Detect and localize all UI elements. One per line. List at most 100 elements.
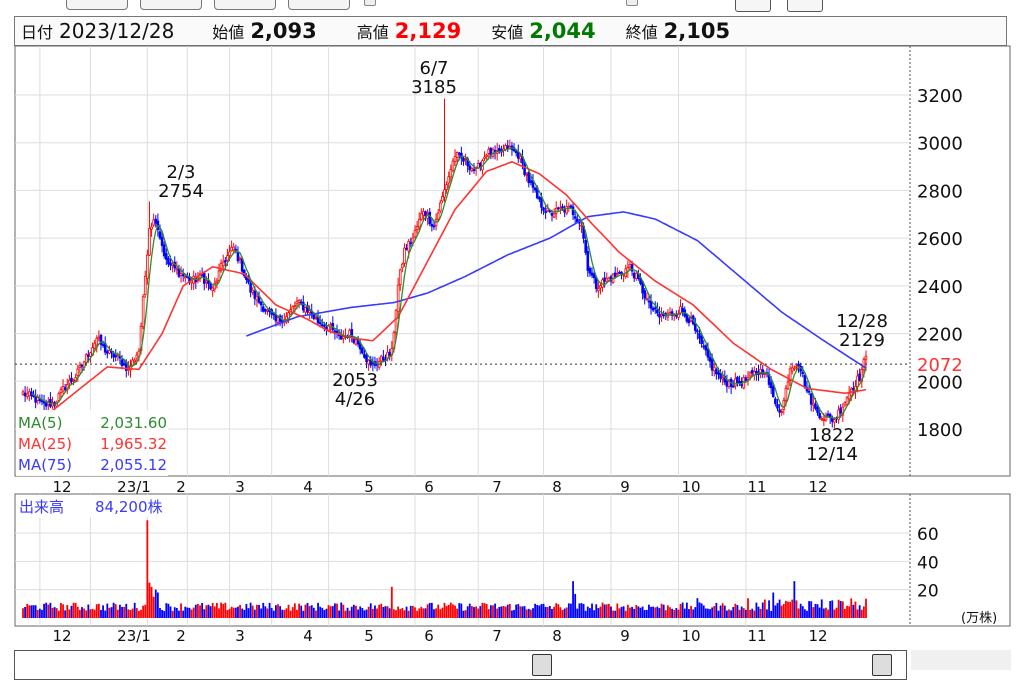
candle-body [748, 372, 752, 377]
volume-bar [806, 610, 808, 618]
candle-body [420, 213, 423, 220]
volume-bar [679, 604, 682, 618]
volume-bar [119, 604, 121, 618]
volume-bar [293, 603, 296, 618]
candle-body [251, 289, 255, 293]
volume-bar [66, 604, 69, 618]
candle-body [565, 206, 569, 214]
candle-body [721, 377, 724, 380]
volume-bar [757, 606, 760, 618]
volume-bar [601, 602, 604, 618]
volume-bar [704, 608, 707, 618]
low-label: 安値 [491, 23, 524, 42]
candle-body [441, 196, 444, 202]
candle-body [438, 202, 442, 212]
range-end-handle[interactable] [872, 654, 892, 676]
candle-body [816, 406, 819, 413]
volume-bar [302, 610, 305, 618]
x-tick-label: 3 [235, 478, 245, 496]
candle-body [533, 187, 537, 191]
volume-bar [738, 609, 741, 618]
period-tab-4[interactable] [288, 0, 350, 10]
volume-bar [782, 604, 785, 618]
zoom-in-button[interactable] [735, 0, 771, 12]
volume-bar [277, 604, 279, 618]
candle-body [93, 342, 96, 349]
volume-bar [165, 603, 168, 618]
volume-bar [803, 609, 806, 618]
volume-bar [778, 599, 781, 618]
period-tab-3[interactable] [214, 0, 276, 10]
volume-bar [747, 598, 749, 618]
zoom-out-button[interactable] [787, 0, 823, 12]
volume-bar [641, 606, 644, 618]
candle-body [150, 226, 153, 230]
candle-body [363, 353, 366, 358]
candle-body [120, 359, 124, 366]
volume-bar [578, 603, 581, 618]
volume-bar [489, 605, 492, 618]
volume-bar [481, 602, 484, 618]
volume-bar [340, 602, 343, 618]
volume-bar [376, 608, 378, 618]
volume-bar [142, 605, 145, 618]
candle-body [687, 318, 691, 324]
candle-body [812, 402, 815, 406]
candle-body [68, 379, 71, 384]
period-tab-2[interactable] [140, 0, 202, 10]
volume-bar [95, 604, 98, 618]
volume-bar [650, 606, 652, 618]
open-label: 始値 [212, 23, 245, 42]
volume-bar [232, 607, 235, 618]
candle-body [430, 224, 434, 227]
ma5-line [31, 147, 867, 419]
legend-label: MA(25) [18, 435, 72, 453]
candle-body [95, 337, 99, 346]
candle-body [401, 263, 404, 269]
candle-body [436, 212, 440, 220]
candle-body [761, 369, 765, 375]
volume-bar [749, 609, 751, 618]
volume-bar [114, 604, 117, 618]
volume-x-tick-label: 12 [808, 627, 827, 645]
volume-bar [586, 606, 589, 618]
legend-value: 2,031.60 [100, 414, 167, 432]
candle-body [618, 271, 621, 274]
x-tick-label: 9 [620, 478, 630, 496]
volume-x-tick-label: 10 [681, 627, 700, 645]
volume-bar [24, 606, 27, 618]
peak-annotation-date: 4/26 [335, 389, 375, 410]
candle-body [776, 404, 779, 409]
volume-bar [852, 604, 855, 618]
volume-bar [249, 602, 252, 618]
candle-body [460, 152, 463, 159]
candle-body [774, 398, 777, 404]
volume-bar [622, 606, 625, 618]
peak-annotation-value: 1822 [809, 425, 855, 446]
range-start-handle[interactable] [532, 654, 552, 676]
checkbox-icon[interactable] [364, 0, 376, 6]
checkbox-icon[interactable] [626, 0, 638, 6]
volume-bar [268, 602, 271, 618]
candle-body [274, 314, 278, 322]
volume-bar [384, 606, 387, 618]
volume-label: 出来高 [19, 498, 64, 516]
volume-bar [418, 608, 421, 618]
volume-bar [382, 606, 385, 618]
volume-bar [380, 603, 383, 618]
volume-bar [81, 607, 83, 618]
peak-annotation-date: 12/14 [806, 444, 858, 465]
volume-unit-label: (万株) [961, 611, 997, 626]
candle-body [719, 372, 722, 379]
volume-bar [443, 602, 446, 618]
volume-bar [563, 608, 566, 618]
candle-body [734, 378, 737, 387]
volume-bar [190, 609, 193, 618]
range-navigator[interactable] [14, 650, 907, 680]
volume-bar [87, 604, 90, 618]
volume-x-tick-label: 5 [364, 627, 374, 645]
volume-bar [696, 598, 699, 618]
volume-bar [270, 607, 273, 618]
candle-body [154, 218, 158, 224]
period-tab-1[interactable] [66, 0, 128, 10]
